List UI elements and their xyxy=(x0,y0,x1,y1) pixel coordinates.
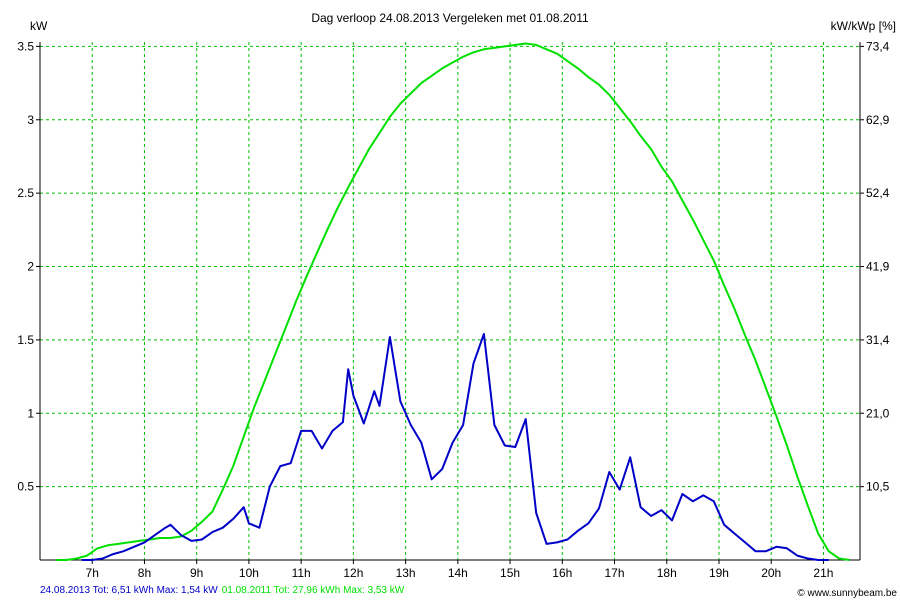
x-tick-label: 20h xyxy=(761,566,781,580)
y-tick-label-right: 41,9 xyxy=(866,260,890,274)
series-line-24.08.2013 xyxy=(81,333,829,561)
y-tick-label-left: 2 xyxy=(27,260,34,274)
x-tick-label: 21h xyxy=(813,566,833,580)
x-tick-label: 19h xyxy=(709,566,729,580)
x-tick-label: 9h xyxy=(190,566,203,580)
y-tick-label-right: 52,4 xyxy=(866,186,890,200)
y-tick-label-left: 2.5 xyxy=(17,186,34,200)
y-tick-label-left: 3 xyxy=(27,113,34,127)
x-tick-label: 18h xyxy=(657,566,677,580)
y-tick-label-left: 3.5 xyxy=(17,39,34,53)
x-tick-label: 16h xyxy=(552,566,572,580)
x-tick-label: 13h xyxy=(396,566,416,580)
y-tick-label-right: 62,9 xyxy=(866,113,890,127)
footer-label-2013: 24.08.2013 Tot: 6,51 kWh Max: 1,54 kW xyxy=(40,585,218,596)
y-tick-label-left: 1 xyxy=(27,406,34,420)
y-tick-label-right: 31,4 xyxy=(866,333,890,347)
y-tick-label-left: 1.5 xyxy=(17,333,34,347)
x-tick-label: 15h xyxy=(500,566,520,580)
y-tick-label-left: 0.5 xyxy=(17,480,34,494)
x-tick-label: 12h xyxy=(343,566,363,580)
footer-label-2011: 01.08.2011 Tot: 27,96 kWh Max: 3,53 kW xyxy=(222,585,405,596)
x-tick-label: 10h xyxy=(239,566,259,580)
x-tick-label: 8h xyxy=(138,566,151,580)
y-tick-label-right: 73,4 xyxy=(866,39,890,53)
y-tick-label-right: 21,0 xyxy=(866,406,890,420)
x-tick-label: 14h xyxy=(448,566,468,580)
credit-label: © www.sunnybeam.be xyxy=(797,588,897,599)
series-line-01.08.2011 xyxy=(55,42,850,561)
chart-title: Dag verloop 24.08.2013 Vergeleken met 01… xyxy=(311,11,589,25)
plot-area xyxy=(40,42,860,560)
x-tick-label: 17h xyxy=(605,566,625,580)
y-axis-label-left: kW xyxy=(30,19,48,33)
x-tick-label: 11h xyxy=(292,566,311,580)
x-tick-label: 7h xyxy=(86,566,99,580)
y-tick-label-right: 10,5 xyxy=(866,480,890,494)
y-axis-label-right: kW/kWp [%] xyxy=(831,19,896,33)
